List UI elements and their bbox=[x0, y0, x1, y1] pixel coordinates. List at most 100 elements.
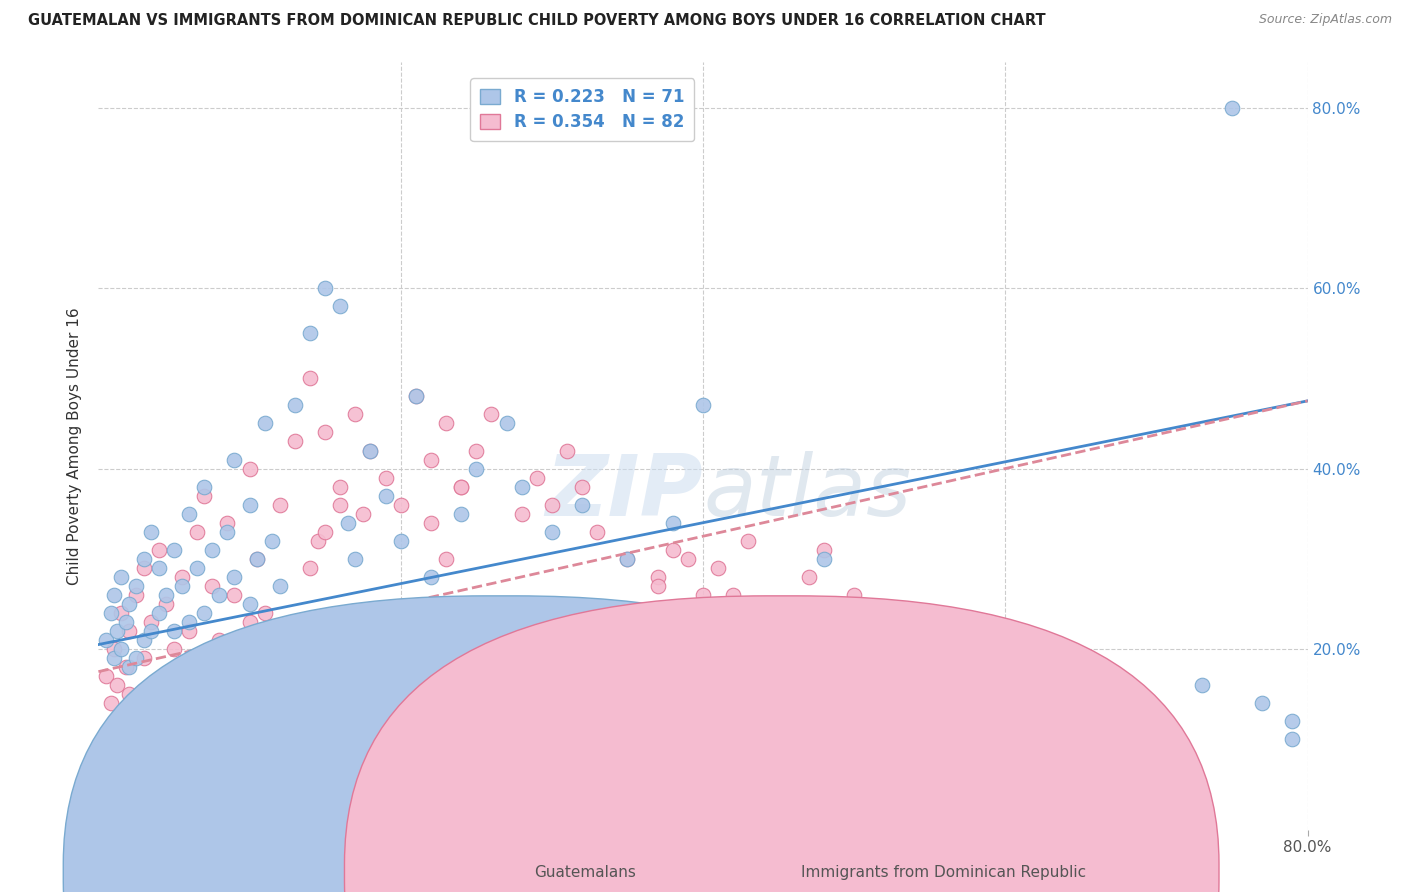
Point bbox=[1191, 678, 1213, 692]
Point bbox=[329, 498, 352, 512]
Text: Source: ZipAtlas.com: Source: ZipAtlas.com bbox=[1258, 13, 1392, 27]
Point bbox=[299, 371, 322, 385]
Point bbox=[193, 606, 215, 620]
Point bbox=[262, 533, 284, 548]
Point bbox=[246, 551, 269, 566]
Point bbox=[450, 507, 472, 521]
Point bbox=[299, 326, 322, 341]
Point bbox=[918, 651, 941, 665]
Point bbox=[94, 633, 117, 648]
Point bbox=[125, 705, 148, 719]
Point bbox=[170, 579, 193, 593]
Point bbox=[253, 606, 276, 620]
Point bbox=[1281, 732, 1303, 747]
Point bbox=[105, 678, 128, 692]
Point bbox=[405, 389, 427, 403]
Point bbox=[170, 570, 193, 584]
Point bbox=[201, 542, 224, 557]
Point bbox=[374, 470, 396, 484]
Point bbox=[661, 615, 683, 629]
Point bbox=[616, 551, 638, 566]
Point bbox=[155, 597, 177, 611]
Point bbox=[1281, 714, 1303, 729]
Point bbox=[420, 570, 443, 584]
Point bbox=[118, 660, 141, 674]
Point bbox=[374, 777, 396, 791]
Point bbox=[193, 480, 215, 494]
Point bbox=[110, 606, 132, 620]
Point bbox=[307, 533, 329, 548]
Point bbox=[797, 570, 820, 584]
Point bbox=[118, 687, 141, 701]
Point bbox=[186, 561, 208, 575]
Point bbox=[540, 524, 562, 539]
Text: Guatemalans: Guatemalans bbox=[534, 865, 636, 880]
Point bbox=[215, 516, 238, 530]
Point bbox=[336, 516, 359, 530]
Point bbox=[314, 524, 336, 539]
Point bbox=[434, 417, 457, 431]
Point bbox=[768, 597, 790, 611]
Point bbox=[889, 642, 911, 657]
Point bbox=[555, 443, 578, 458]
Point bbox=[163, 642, 186, 657]
Point bbox=[616, 551, 638, 566]
Point bbox=[510, 507, 533, 521]
Point bbox=[360, 443, 382, 458]
Point bbox=[450, 480, 472, 494]
Point bbox=[118, 597, 141, 611]
Point bbox=[132, 651, 155, 665]
Point bbox=[526, 470, 548, 484]
Point bbox=[647, 579, 669, 593]
Point bbox=[352, 507, 374, 521]
Point bbox=[329, 480, 352, 494]
Y-axis label: Child Poverty Among Boys Under 16: Child Poverty Among Boys Under 16 bbox=[67, 307, 83, 585]
Point bbox=[141, 615, 163, 629]
Point bbox=[510, 480, 533, 494]
Text: atlas: atlas bbox=[703, 450, 911, 533]
Point bbox=[201, 579, 224, 593]
Point bbox=[179, 624, 201, 638]
Point bbox=[269, 579, 291, 593]
Point bbox=[239, 498, 262, 512]
Point bbox=[132, 551, 155, 566]
Point bbox=[314, 281, 336, 295]
Point bbox=[125, 651, 148, 665]
Point bbox=[420, 750, 443, 764]
Text: GUATEMALAN VS IMMIGRANTS FROM DOMINICAN REPUBLIC CHILD POVERTY AMONG BOYS UNDER : GUATEMALAN VS IMMIGRANTS FROM DOMINICAN … bbox=[28, 13, 1046, 29]
Point bbox=[465, 443, 488, 458]
Text: Immigrants from Dominican Republic: Immigrants from Dominican Republic bbox=[801, 865, 1087, 880]
Point bbox=[141, 524, 163, 539]
Point bbox=[299, 561, 322, 575]
Point bbox=[163, 624, 186, 638]
Point bbox=[208, 633, 231, 648]
Point bbox=[125, 588, 148, 602]
Point bbox=[420, 516, 443, 530]
Point bbox=[1251, 696, 1274, 710]
Point bbox=[374, 489, 396, 503]
Point bbox=[360, 443, 382, 458]
Point bbox=[179, 615, 201, 629]
Point bbox=[420, 452, 443, 467]
Point bbox=[186, 524, 208, 539]
Point bbox=[586, 524, 609, 539]
Point bbox=[132, 633, 155, 648]
Point bbox=[405, 389, 427, 403]
Point bbox=[110, 642, 132, 657]
Point bbox=[495, 417, 517, 431]
Point bbox=[661, 542, 683, 557]
Point bbox=[148, 606, 170, 620]
Point bbox=[1220, 101, 1243, 115]
Point bbox=[707, 561, 730, 575]
Point bbox=[94, 669, 117, 683]
Point bbox=[224, 588, 246, 602]
Point bbox=[434, 551, 457, 566]
Point bbox=[737, 642, 759, 657]
Point bbox=[193, 489, 215, 503]
Point bbox=[1024, 696, 1046, 710]
Point bbox=[239, 461, 262, 475]
Point bbox=[481, 408, 503, 422]
Point bbox=[465, 461, 488, 475]
Point bbox=[193, 669, 215, 683]
Point bbox=[813, 551, 835, 566]
